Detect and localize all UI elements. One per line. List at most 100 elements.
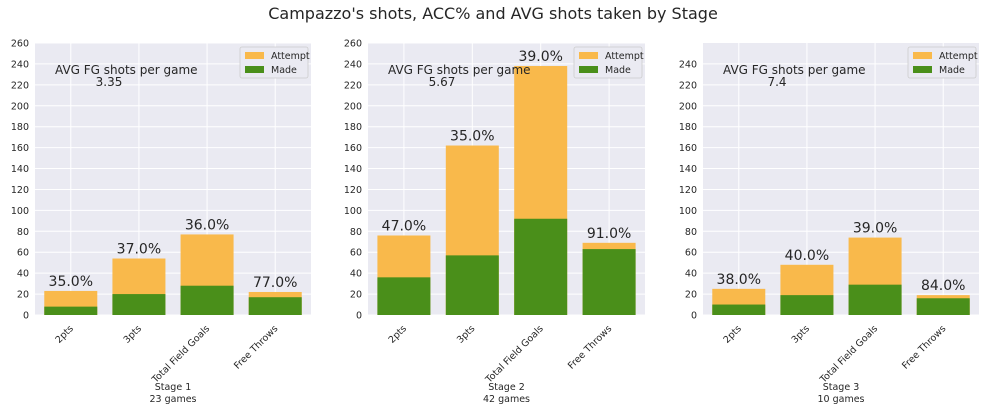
y-tick-label: 160	[344, 143, 362, 154]
x-tick-label: 3pts	[122, 323, 144, 345]
bar-made	[514, 218, 568, 315]
y-tick-label: 20	[17, 290, 29, 301]
y-tick-label: 160	[11, 143, 29, 154]
y-tick-label: 80	[17, 227, 29, 238]
bar-label: 35.0%	[450, 129, 494, 145]
legend-label-attempt: Attempt	[605, 51, 644, 62]
x-tick-label: 3pts	[790, 323, 812, 345]
bar-label: 36.0%	[185, 217, 229, 233]
x-tick-label: 2pts	[53, 323, 75, 345]
avg-annotation-value: 7.4	[767, 75, 786, 89]
y-tick-label: 40	[350, 269, 362, 280]
y-tick-label: 80	[350, 227, 362, 238]
y-tick-label: 0	[356, 311, 362, 322]
y-tick-label: 60	[17, 248, 29, 259]
bar-made	[712, 304, 766, 315]
legend-swatch-attempt	[913, 52, 932, 59]
legend-label-attempt: Attempt	[271, 51, 310, 62]
y-tick-label: 60	[350, 248, 362, 259]
x-tick-label: 3pts	[455, 323, 477, 345]
legend-swatch-attempt	[579, 52, 598, 59]
y-tick-label: 240	[344, 59, 362, 70]
legend-swatch-made	[579, 66, 598, 73]
bar-made	[780, 295, 834, 315]
bar-label: 77.0%	[253, 275, 297, 291]
y-tick-label: 240	[679, 59, 697, 70]
y-tick-label: 140	[344, 164, 362, 175]
bar-label: 91.0%	[587, 226, 631, 242]
chart-panel-2: 0 20 40 60 80 100 120 140 160 180 200 220 240 260 47.0…	[344, 39, 645, 405]
y-tick-label: 200	[679, 101, 697, 112]
y-tick-label: 160	[679, 143, 697, 154]
x-tick-label: Free Throws	[232, 323, 280, 371]
legend-label-attempt: Attempt	[939, 51, 978, 62]
y-tick-label: 60	[685, 248, 697, 259]
y-tick-label: 40	[17, 269, 29, 280]
bar-label: 38.0%	[717, 272, 761, 288]
y-tick-label: 20	[350, 290, 362, 301]
legend-label-made: Made	[939, 65, 965, 76]
bar-made	[44, 306, 98, 315]
y-tick-label: 220	[679, 80, 697, 91]
x-axis-label-stage: Stage 2	[488, 382, 525, 393]
y-tick-label: 20	[685, 290, 697, 301]
bar-made	[445, 255, 499, 315]
avg-annotation-label: AVG FG shots per game	[55, 63, 198, 77]
bar-label: 35.0%	[49, 274, 93, 290]
y-tick-label: 40	[685, 269, 697, 280]
bar-label: 40.0%	[785, 248, 829, 264]
bar-made	[180, 285, 234, 315]
bar-made	[916, 298, 970, 315]
plot-background	[35, 43, 311, 315]
legend-swatch-made	[245, 66, 264, 73]
y-tick-label: 260	[11, 39, 29, 50]
bar-made	[582, 249, 636, 315]
avg-annotation-label: AVG FG shots per game	[388, 63, 531, 77]
chart-panel-3: 0 20 40 60 80 100 120 140 160 180 200 220 240 38.0% 2p…	[679, 43, 979, 405]
bar-made	[112, 294, 166, 315]
y-tick-label: 220	[11, 80, 29, 91]
x-axis-label-games: 42 games	[483, 394, 530, 405]
y-tick-label: 0	[23, 311, 29, 322]
legend-swatch-attempt	[245, 52, 264, 59]
x-axis-label-stage: Stage 1	[155, 382, 192, 393]
legend-label-made: Made	[605, 65, 631, 76]
y-tick-label: 200	[11, 101, 29, 112]
bar-made	[248, 297, 302, 315]
avg-annotation-label: AVG FG shots per game	[723, 63, 866, 77]
y-tick-label: 80	[685, 227, 697, 238]
y-tick-label: 180	[679, 122, 697, 133]
bar-label: 39.0%	[518, 49, 562, 65]
y-tick-label: 120	[679, 185, 697, 196]
y-tick-label: 120	[11, 185, 29, 196]
x-tick-label: Total Field Goals	[149, 323, 212, 386]
y-tick-label: 240	[11, 59, 29, 70]
x-tick-label: Free Throws	[900, 323, 948, 371]
x-tick-label: 2pts	[387, 323, 409, 345]
x-tick-label: Total Field Goals	[817, 323, 880, 386]
y-tick-label: 140	[679, 164, 697, 175]
avg-annotation-value: 5.67	[429, 75, 456, 89]
legend-swatch-made	[913, 66, 932, 73]
bar-made	[377, 277, 431, 315]
legend-label-made: Made	[271, 65, 297, 76]
avg-annotation-value: 3.35	[96, 75, 123, 89]
y-tick-label: 180	[344, 122, 362, 133]
x-axis-label-stage: Stage 3	[823, 382, 860, 393]
x-tick-label: Free Throws	[566, 323, 614, 371]
y-tick-label: 100	[11, 206, 29, 217]
x-tick-label: 2pts	[721, 323, 743, 345]
bar-label: 47.0%	[382, 218, 426, 234]
x-axis-label-games: 23 games	[149, 394, 196, 405]
y-tick-label: 180	[11, 122, 29, 133]
y-tick-label: 200	[344, 101, 362, 112]
plot-background	[703, 43, 979, 315]
bar-label: 37.0%	[117, 242, 161, 258]
x-axis-label-games: 10 games	[817, 394, 864, 405]
y-tick-label: 220	[344, 80, 362, 91]
bar-made	[848, 284, 902, 315]
bar-label: 84.0%	[921, 278, 965, 294]
figure-title: Campazzo's shots, ACC% and AVG shots tak…	[268, 4, 718, 23]
y-tick-label: 260	[344, 39, 362, 50]
